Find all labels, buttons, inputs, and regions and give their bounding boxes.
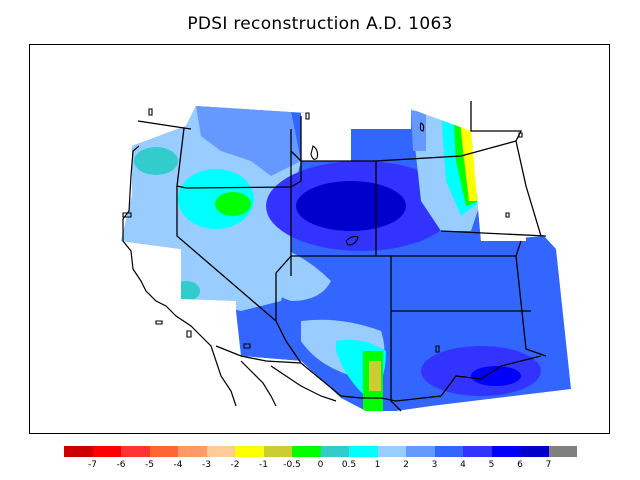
border-ks-ok bbox=[515, 255, 547, 357]
legend-swatch bbox=[349, 446, 378, 457]
island-1 bbox=[148, 108, 153, 116]
color-legend: -7 -6 -5 -4 -3 -2 -1 -0.5 0 0.5 1 2 3 4 5 6 7 bbox=[64, 446, 577, 472]
island-9 bbox=[243, 343, 251, 349]
lake-1 bbox=[310, 145, 319, 160]
legend-label: 6 bbox=[517, 460, 523, 470]
pacific-coast bbox=[122, 145, 237, 407]
legend-swatch bbox=[406, 446, 435, 457]
island-6 bbox=[435, 345, 440, 353]
legend-swatch bbox=[121, 446, 150, 457]
border-ne-sd bbox=[440, 230, 547, 237]
legend-swatch bbox=[548, 446, 577, 457]
island-5 bbox=[155, 320, 163, 325]
pdsi-map bbox=[121, 91, 571, 412]
gulf-of-california-west bbox=[240, 360, 277, 407]
border-nm-tx bbox=[361, 355, 542, 402]
legend-swatch bbox=[377, 446, 406, 457]
no-data-patch-ne bbox=[411, 91, 526, 241]
darkblue-core bbox=[296, 181, 406, 231]
green-zone-nv bbox=[215, 192, 251, 216]
border-or-nv bbox=[176, 127, 292, 189]
legend-label: 3 bbox=[431, 460, 438, 470]
border-id-mt bbox=[290, 116, 302, 188]
lake-2 bbox=[419, 122, 425, 132]
legend-label: -1 bbox=[259, 460, 268, 470]
state-boundaries bbox=[137, 101, 547, 412]
great-salt-lake bbox=[345, 235, 359, 246]
legend-label: -6 bbox=[116, 460, 126, 470]
legend-label: 5 bbox=[488, 460, 495, 470]
island-7 bbox=[505, 212, 510, 218]
border-co-nm bbox=[376, 255, 402, 412]
legend-label: 0 bbox=[317, 460, 324, 470]
legend-swatch bbox=[520, 446, 549, 457]
legend-label: -3 bbox=[202, 460, 211, 470]
legend-swatch bbox=[149, 446, 178, 457]
island-8 bbox=[122, 212, 132, 218]
legend-swatch bbox=[263, 446, 292, 457]
legend-swatch bbox=[206, 446, 235, 457]
legend-swatch bbox=[92, 446, 121, 457]
legend-swatch bbox=[178, 446, 207, 457]
legend-swatch bbox=[64, 446, 93, 457]
border-nv-ut bbox=[275, 129, 292, 321]
legend-label: 7 bbox=[545, 460, 552, 470]
lakes bbox=[122, 108, 523, 353]
central-light-zone bbox=[256, 241, 331, 301]
border-ca-nv bbox=[176, 186, 277, 322]
legend-swatch bbox=[491, 446, 520, 457]
no-data-patch-south bbox=[241, 356, 341, 401]
legend-swatch bbox=[292, 446, 321, 457]
no-data-patch-coast bbox=[181, 299, 236, 351]
legend-swatch bbox=[235, 446, 264, 457]
island-2 bbox=[305, 112, 310, 120]
island-4 bbox=[186, 330, 192, 338]
legend-label: 0.5 bbox=[341, 460, 357, 470]
teal-zone-sw bbox=[172, 281, 200, 301]
legend-label: -7 bbox=[88, 460, 97, 470]
border-mexico-west bbox=[215, 345, 302, 364]
teal-zone-nw bbox=[134, 147, 178, 175]
border-nd bbox=[470, 101, 523, 142]
ne-mid-zone bbox=[411, 111, 426, 151]
legend-label: -4 bbox=[173, 460, 183, 470]
legend-label: -2 bbox=[230, 460, 240, 470]
legend-swatch bbox=[463, 446, 492, 457]
no-data-patch-north bbox=[301, 113, 351, 161]
legend-label: 2 bbox=[403, 460, 409, 470]
legend-label: -5 bbox=[145, 460, 154, 470]
legend-bar bbox=[64, 446, 577, 457]
map-panel bbox=[29, 44, 610, 434]
south-olive-zone bbox=[369, 361, 381, 391]
legend-label: 1 bbox=[374, 460, 381, 470]
legend-swatch bbox=[434, 446, 463, 457]
border-wa-or bbox=[137, 120, 192, 130]
coastline bbox=[122, 145, 337, 407]
northwest-mid-zone bbox=[196, 106, 301, 176]
legend-label: 4 bbox=[460, 460, 466, 470]
legend-swatch bbox=[320, 446, 349, 457]
border-nd-sd bbox=[515, 140, 542, 237]
gulf-of-california-east bbox=[270, 365, 337, 402]
island-3 bbox=[518, 132, 523, 138]
legend-label: -0.5 bbox=[283, 460, 301, 470]
map-title: PDSI reconstruction A.D. 1063 bbox=[187, 14, 453, 34]
darkblue-zone-se bbox=[471, 366, 521, 386]
